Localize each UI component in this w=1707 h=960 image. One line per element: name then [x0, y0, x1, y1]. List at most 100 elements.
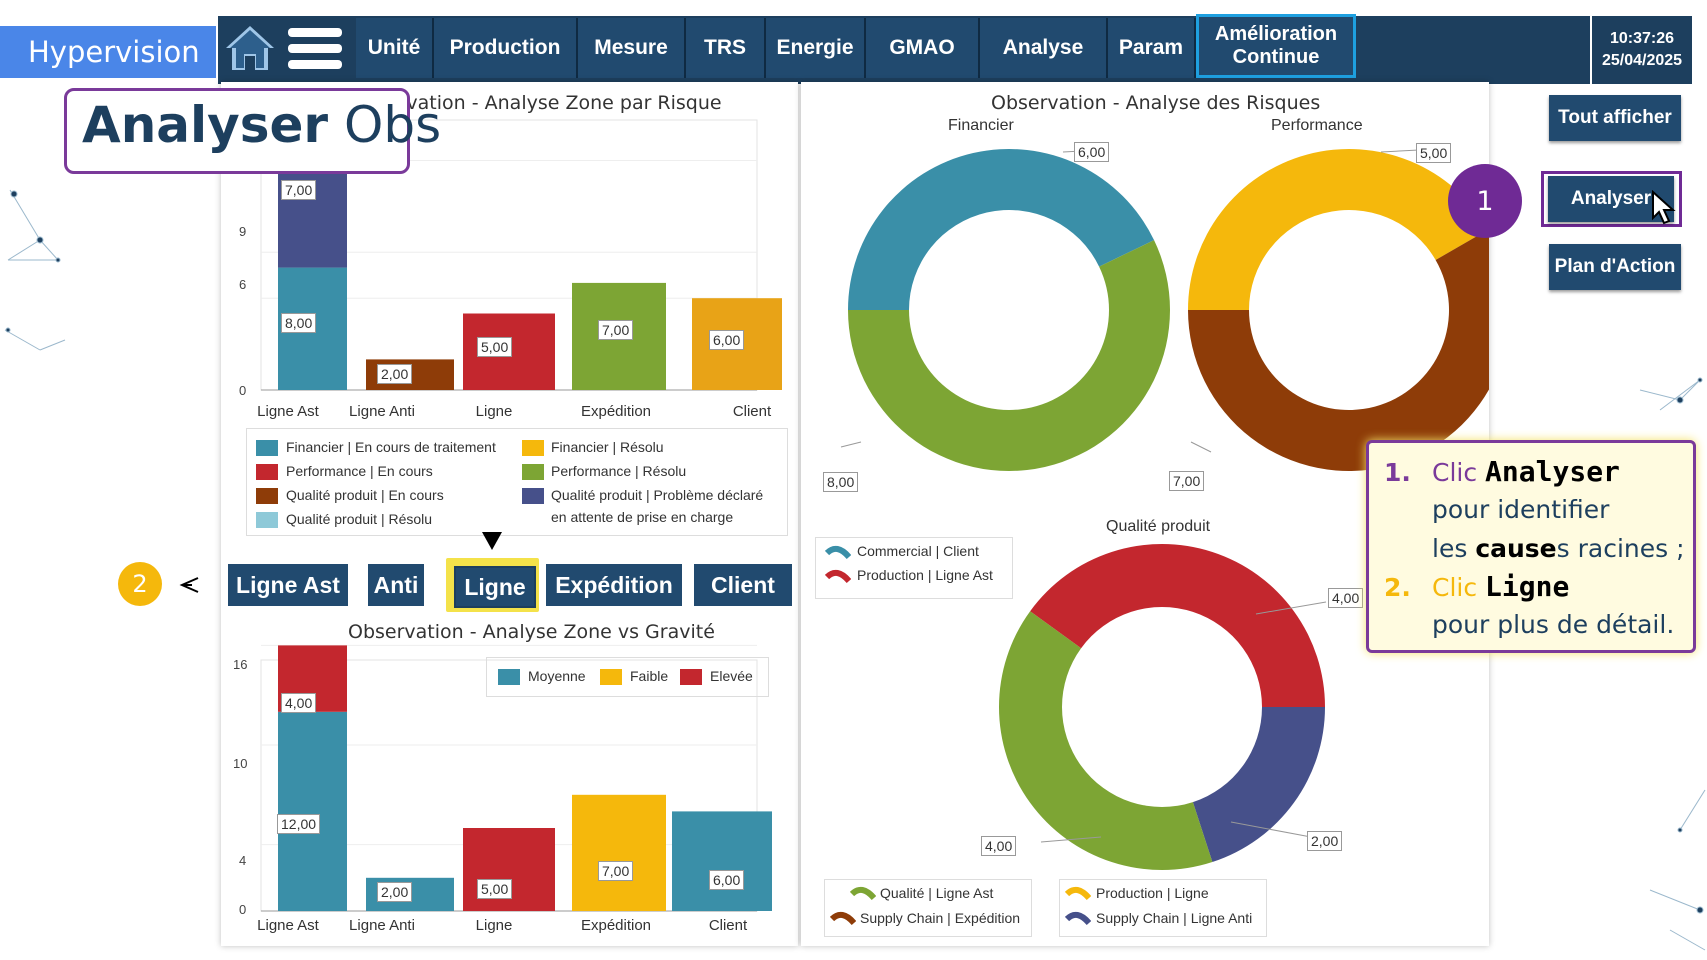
donut3-label-4a: 4,00	[1328, 588, 1364, 608]
chart1-ytick-9: 9	[239, 224, 247, 239]
donut-leader-line	[1190, 441, 1212, 453]
action-plan-button[interactable]: Plan d'Action	[1549, 244, 1681, 290]
show-all-button[interactable]: Tout afficher	[1549, 95, 1681, 141]
zone-button-anti[interactable]: Anti	[368, 564, 424, 606]
donut2-label-7: 7,00	[1169, 471, 1205, 491]
nav-trs[interactable]: TRS	[686, 18, 766, 78]
donut-svg	[840, 148, 1489, 870]
donut-leader-line	[1040, 836, 1102, 843]
legend-qualite-resolu: Qualité produit | Résolu	[286, 511, 433, 527]
nav-mesure[interactable]: Mesure	[578, 18, 686, 78]
legend-qualite-probleme-cont: en attente de prise en charge	[551, 509, 734, 525]
donut3-label-4b: 4,00	[981, 836, 1017, 856]
chart1-label-8: 8,00	[281, 313, 317, 333]
chart1-label-7b: 7,00	[598, 320, 634, 340]
nav-production[interactable]: Production	[434, 18, 578, 78]
zone-button-ligne[interactable]: Ligne	[454, 566, 536, 608]
donut3-legend-icon-supply-expedition	[830, 911, 856, 926]
donut3-legend-production-ligne: Production | Ligne	[1096, 885, 1209, 901]
chart1-title: Observation - Analyse Zone par Risque	[350, 92, 722, 114]
donut3-title: Qualité produit	[1106, 518, 1211, 535]
instruction-line-1c-bold: cause	[1475, 534, 1557, 563]
nav-unite[interactable]: Unité	[356, 18, 434, 78]
instruction-keyword-1: Analyser	[1485, 455, 1620, 488]
pointer-small-icon	[179, 577, 199, 593]
instruction-box: 1. Clic Analyser pour identifier les caus…	[1366, 440, 1696, 653]
chart1-label-6: 6,00	[709, 330, 745, 350]
donut1-legend-commercial: Commercial | Client	[857, 543, 979, 559]
step-badge-1: 1	[1448, 164, 1522, 238]
donut2-label-5: 5,00	[1416, 143, 1452, 163]
donut1-legend	[815, 537, 1013, 599]
donut3-legend-icon-qualite	[850, 886, 876, 901]
nav-gmao[interactable]: GMAO	[866, 18, 980, 78]
chart2-bar-expédition-faible	[572, 794, 666, 911]
legend-swatch-performance-encours	[256, 464, 278, 480]
legend-performance-encours: Performance | En cours	[286, 463, 433, 479]
zone-button-ligne-ast[interactable]: Ligne Ast	[228, 564, 348, 606]
chart2-label-2: 2,00	[377, 882, 413, 902]
donut1-legend-icon-commercial	[825, 545, 851, 560]
legend-qualite-encours: Qualité produit | En cours	[286, 487, 444, 503]
nav-analyse[interactable]: Analyse	[980, 18, 1108, 78]
chart2-label-4: 4,00	[281, 693, 317, 713]
chart2-bar-ligne-ast-moyenne	[278, 711, 347, 911]
donut1-label-8: 8,00	[823, 472, 859, 492]
legend-performance-resolu: Performance | Résolu	[551, 463, 687, 479]
page-title-word2: Obs	[344, 96, 442, 154]
chart1-label-7: 7,00	[281, 180, 317, 200]
down-arrow-icon	[482, 532, 502, 550]
chart2-bar-client-moyenne	[672, 811, 772, 911]
donut-leader-line	[1380, 149, 1420, 153]
nav-amelioration-continue[interactable]: Amélioration Continue	[1196, 14, 1356, 78]
chart2-label-12: 12,00	[277, 814, 321, 834]
clock-date: 25/04/2025	[1601, 52, 1683, 69]
instruction-keyword-2: Ligne	[1485, 570, 1570, 603]
legend-swatch-financier-resolu	[522, 440, 544, 456]
brand-label: Hypervision	[0, 26, 216, 78]
instruction-line-2b: pour plus de détail.	[1432, 610, 1675, 639]
chart2-title: Observation - Analyse Zone vs Gravité	[348, 621, 715, 643]
home-icon[interactable]	[224, 22, 276, 74]
legend-swatch-financier-encours	[256, 440, 278, 456]
page-title-box	[64, 88, 410, 174]
chart2-legend-swatch-elevee	[680, 669, 702, 685]
donut3-legend-supply-expedition: Supply Chain | Expédition	[860, 910, 1021, 926]
nav-param[interactable]: Param	[1108, 18, 1196, 78]
donut2-slice-production-ligne	[1188, 148, 1489, 310]
clock-time: 10:37:26	[1609, 30, 1675, 47]
chart2-label-5: 5,00	[477, 879, 513, 899]
instruction-line-1c-pre: les	[1432, 534, 1468, 563]
page-title-word1: Analyser	[82, 96, 329, 154]
zone-button-expedition[interactable]: Expédition	[546, 564, 682, 606]
donut3-slice-production-ligne	[1030, 543, 1325, 707]
donut1-label-6: 6,00	[1074, 142, 1110, 162]
chart1-legend	[246, 428, 788, 536]
background-network-left	[4, 189, 66, 351]
instruction-clic-2: Clic	[1432, 573, 1478, 602]
chart1-bar-ligne-ast-s1	[278, 160, 347, 268]
chart2-xlabel-ligne-ast: Ligne Ast	[257, 917, 319, 934]
legend-swatch-qualite-resolu	[256, 512, 278, 528]
chart1-label-2: 2,00	[377, 364, 413, 384]
chart1-xlabel-ligne-anti: Ligne Anti	[349, 403, 415, 420]
donut3-legend-b	[1059, 879, 1267, 937]
donut3-label-2: 2,00	[1307, 831, 1343, 851]
chart1-ytick-6: 6	[239, 277, 247, 292]
chart1-xlabel-ligne: Ligne	[475, 403, 513, 420]
chart2-xlabel-client: Client	[708, 917, 748, 934]
chart2-ytick-16: 16	[233, 657, 248, 672]
donut1-title: Financier	[948, 117, 1014, 134]
menu-icon[interactable]	[286, 24, 344, 72]
chart2-legend	[486, 657, 769, 697]
zone-button-client[interactable]: Client	[694, 564, 792, 606]
analyze-button-highlight	[1541, 171, 1682, 227]
instruction-number-1: 1.	[1384, 458, 1411, 487]
instruction-line-1c: les causes racines ;	[1432, 534, 1685, 563]
donut-leader-line	[840, 441, 862, 448]
instruction-line-1b: pour identifier	[1432, 495, 1610, 524]
chart2-legend-moyenne: Moyenne	[528, 668, 586, 684]
donut3-legend-icon-supply-anti	[1065, 911, 1091, 926]
nav-energie[interactable]: Energie	[766, 18, 866, 78]
donut1-legend-production: Production | Ligne Ast	[857, 567, 993, 583]
